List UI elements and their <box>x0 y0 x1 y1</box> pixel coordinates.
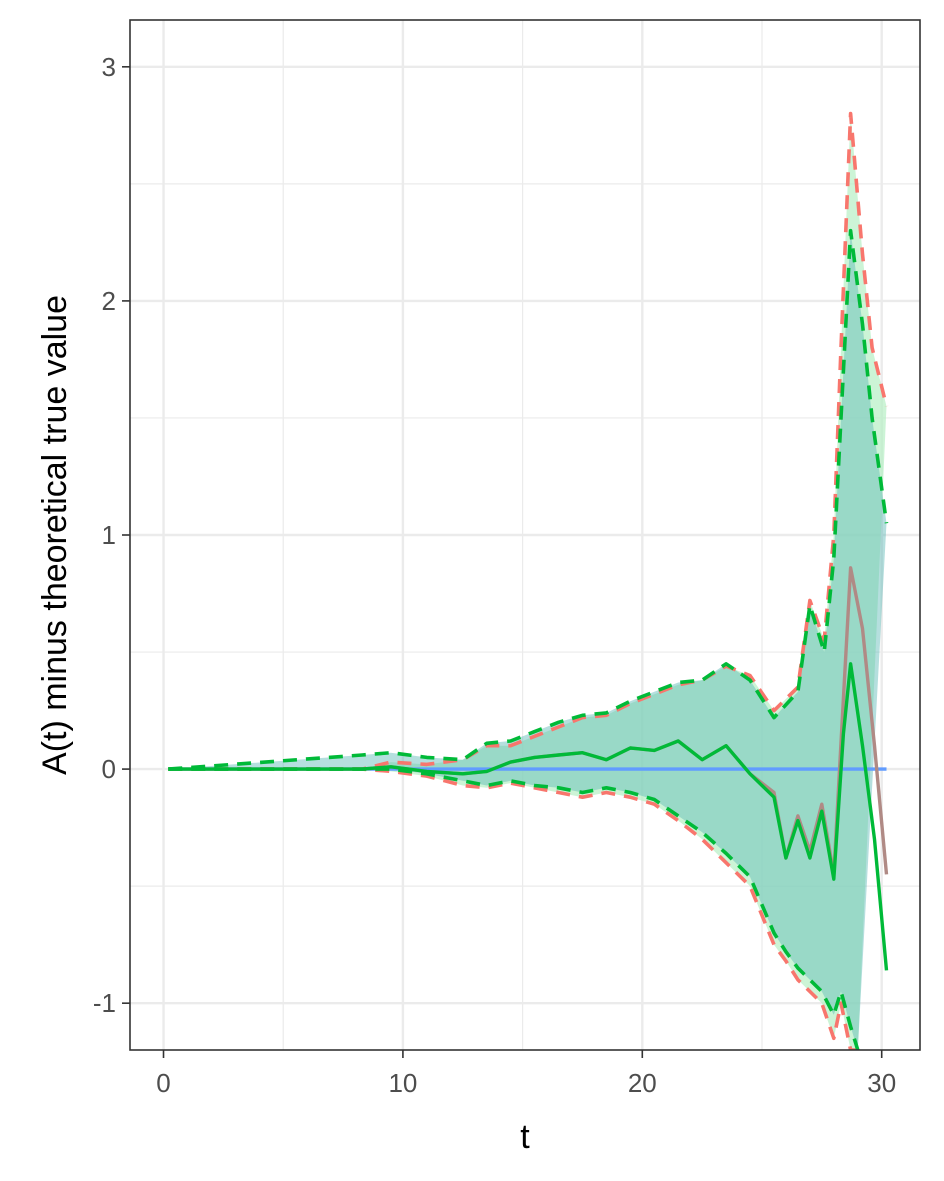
x-axis-title: t <box>520 1118 530 1156</box>
x-tick-label: 10 <box>388 1068 417 1098</box>
band-area-inner <box>168 230 887 1050</box>
x-tick-label: 30 <box>867 1068 896 1098</box>
estimate-line-b-series-line <box>168 662 889 971</box>
upper-bound-b-series-line <box>168 228 889 771</box>
band-area-outer <box>168 113 887 1050</box>
confidence-band <box>168 113 887 1050</box>
y-tick-label: 3 <box>102 52 116 82</box>
x-tick-label: 20 <box>628 1068 657 1098</box>
y-tick-label: 0 <box>102 754 116 784</box>
lower-bound-b-series-line <box>168 767 860 1050</box>
y-axis: -1 0 1 2 3 <box>93 52 130 1018</box>
series-lines <box>168 111 889 1050</box>
y-tick-label: 1 <box>102 520 116 550</box>
plot-panel <box>129 19 921 1051</box>
lower-bound-a-series-line <box>168 767 858 1050</box>
x-axis: 0 10 20 30 <box>156 1050 896 1098</box>
y-tick-label: -1 <box>93 988 116 1018</box>
x-tick-label: 0 <box>156 1068 170 1098</box>
y-axis-title: A(t) minus theoretical true value <box>36 295 74 775</box>
y-tick-label: 2 <box>102 286 116 316</box>
grid-lines <box>130 20 920 1050</box>
